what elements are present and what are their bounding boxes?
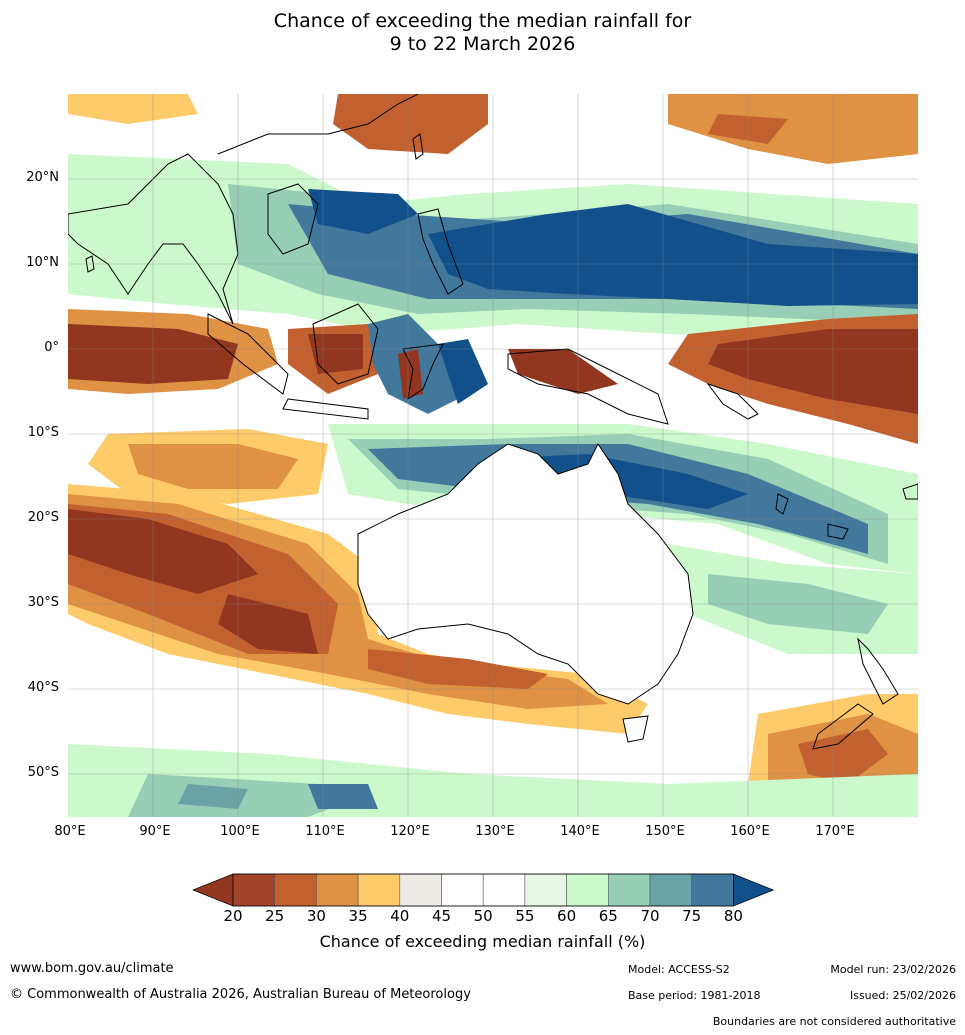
lon-label-170e: 170°E [815, 824, 855, 839]
colorbar-tick-label: 30 [306, 907, 326, 925]
lon-label-160e: 160°E [730, 824, 770, 839]
colorbar-title: Chance of exceeding median rainfall (%) [319, 932, 646, 951]
lon-label-150e: 150°E [645, 824, 685, 839]
colorbar-frame [232, 873, 734, 907]
lat-label-40s: 40°S [27, 680, 59, 695]
rainfall-map [67, 93, 919, 817]
colorbar-tick-label: 45 [431, 907, 452, 925]
colorbar-tick-label: 40 [390, 907, 410, 925]
lat-label-30s: 30°S [27, 595, 59, 610]
title-line-2: 9 to 22 March 2026 [389, 33, 576, 55]
colorbar-tick-label: 35 [348, 907, 368, 925]
lat-label-50s: 50°S [27, 765, 59, 780]
colorbar-segment [482, 873, 526, 907]
map-canvas [67, 93, 919, 817]
colorbar-tick-label: 50 [473, 907, 493, 925]
colorbar-tick-label: 75 [682, 907, 702, 925]
lon-label-100e: 100°E [220, 824, 260, 839]
colorbar-under-arrow [192, 873, 234, 907]
colorbar-segment [357, 873, 401, 907]
footer-website: www.bom.gov.au/climate [10, 961, 174, 976]
colorbar-segment [607, 873, 651, 907]
gridlines [68, 94, 918, 817]
lat-label-0: 0° [44, 340, 59, 355]
colorbar-segment [649, 873, 693, 907]
footer-base-period: Base period: 1981-2018 [628, 989, 761, 1002]
lat-label-20n: 20°N [26, 170, 59, 185]
footer-model-run: Model run: 23/02/2026 [830, 963, 956, 976]
colorbar-tick-label: 20 [223, 907, 243, 925]
colorbar-segment [566, 873, 609, 907]
lat-label-10n: 10°N [26, 255, 59, 270]
footer-disclaimer: Boundaries are not considered authoritat… [712, 1015, 956, 1028]
colorbar-tick-label: 60 [557, 907, 577, 925]
lon-label-90e: 90°E [139, 824, 171, 839]
colorbar-segment [232, 873, 276, 907]
colorbar [190, 872, 775, 908]
lon-label-140e: 140°E [560, 824, 600, 839]
colorbar-tick-label: 25 [265, 907, 285, 925]
colorbar-tick-label: 70 [640, 907, 660, 925]
colorbar-segment [441, 873, 484, 907]
colorbar-segment [274, 873, 317, 907]
lat-label-20s: 20°S [27, 510, 59, 525]
colorbar-tick-label: 80 [723, 907, 743, 925]
lon-label-110e: 110°E [305, 824, 345, 839]
lat-label-10s: 10°S [27, 425, 59, 440]
lon-label-130e: 130°E [475, 824, 515, 839]
colorbar-over-arrow [733, 873, 775, 907]
footer-model: Model: ACCESS-S2 [628, 963, 730, 976]
lon-label-120e: 120°E [390, 824, 430, 839]
colorbar-tick-label: 65 [598, 907, 618, 925]
colorbar-segment [691, 873, 734, 907]
colorbar-svg [192, 873, 775, 907]
colorbar-segment [399, 873, 442, 907]
map-title: Chance of exceeding the median rainfall … [0, 10, 965, 56]
colorbar-tick-label: 55 [515, 907, 535, 925]
title-line-1: Chance of exceeding the median rainfall … [273, 10, 692, 32]
footer-copyright: © Commonwealth of Australia 2026, Austra… [10, 987, 471, 1002]
lon-label-80e: 80°E [54, 824, 86, 839]
footer-issued: Issued: 25/02/2026 [849, 989, 956, 1002]
colorbar-segment [316, 873, 359, 907]
colorbar-segment [524, 873, 567, 907]
